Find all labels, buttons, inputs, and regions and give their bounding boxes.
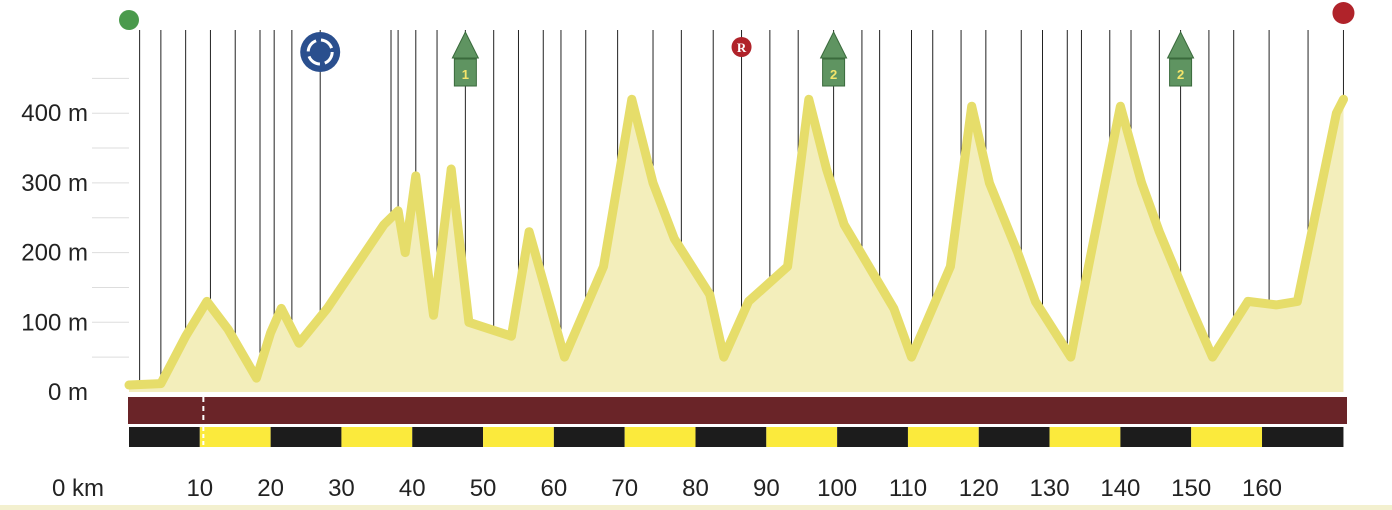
climb-triangle-icon bbox=[819, 30, 848, 59]
km-segment bbox=[624, 427, 696, 447]
km-segment bbox=[978, 427, 1050, 447]
km-segment bbox=[837, 427, 908, 447]
x-tick-label: 100 bbox=[817, 475, 857, 502]
bottom-strip bbox=[0, 505, 1392, 510]
x-tick-label: 120 bbox=[959, 475, 999, 502]
feed-zone-ring bbox=[306, 38, 334, 66]
x-tick-label: 150 bbox=[1171, 475, 1211, 502]
climb-triangle-icon bbox=[1166, 30, 1195, 59]
road-band bbox=[128, 397, 1347, 424]
elevation-line bbox=[124, 94, 1348, 390]
x-tick-label: 90 bbox=[753, 475, 780, 502]
climb-category-label: 2 bbox=[830, 67, 837, 82]
x-tick-label: 160 bbox=[1242, 475, 1282, 502]
y-tick-label: 0 m bbox=[48, 379, 88, 406]
km-segment bbox=[412, 427, 484, 447]
km-segment bbox=[341, 427, 413, 447]
km-segment bbox=[695, 427, 767, 447]
x-tick-label: 80 bbox=[682, 475, 709, 502]
finish-marker-icon bbox=[1332, 2, 1355, 24]
x-unit-label: 0 km bbox=[52, 475, 104, 502]
start-marker-icon bbox=[119, 10, 139, 30]
km-segment bbox=[129, 427, 200, 447]
km-segment bbox=[1191, 427, 1263, 447]
km-segment bbox=[766, 427, 838, 447]
x-tick-label: 30 bbox=[328, 475, 355, 502]
km-segment bbox=[270, 427, 342, 447]
x-tick-label: 60 bbox=[541, 475, 568, 502]
sprint-label: R bbox=[737, 40, 747, 55]
x-tick-label: 140 bbox=[1100, 475, 1140, 502]
x-tick-label: 70 bbox=[611, 475, 638, 502]
climb-category-label: 2 bbox=[1177, 67, 1184, 82]
x-tick-label: 130 bbox=[1030, 475, 1070, 502]
x-tick-label: 110 bbox=[889, 475, 927, 502]
y-tick-label: 400 m bbox=[21, 100, 88, 127]
km-segment bbox=[1049, 427, 1121, 447]
sprint-icon bbox=[731, 37, 752, 57]
y-tick-label: 200 m bbox=[21, 240, 88, 267]
y-tick-label: 300 m bbox=[21, 170, 88, 197]
x-tick-label: 10 bbox=[186, 475, 213, 502]
km-segment bbox=[483, 427, 554, 447]
km-segment bbox=[1120, 427, 1192, 447]
x-tick-label: 50 bbox=[470, 475, 497, 502]
feed-zone-icon bbox=[300, 32, 341, 72]
climb-category-box bbox=[822, 58, 846, 87]
x-tick-label: 20 bbox=[257, 475, 284, 502]
climb-category-label: 1 bbox=[462, 67, 469, 82]
climb-category-box bbox=[453, 58, 477, 87]
km-segment bbox=[199, 427, 271, 447]
km-segment bbox=[553, 427, 625, 447]
climb-category-box bbox=[1169, 58, 1193, 87]
km-segment bbox=[1262, 427, 1344, 447]
y-tick-label: 100 m bbox=[21, 309, 88, 336]
km-segment bbox=[907, 427, 979, 447]
x-tick-label: 40 bbox=[399, 475, 426, 502]
climb-triangle-icon bbox=[451, 30, 480, 59]
